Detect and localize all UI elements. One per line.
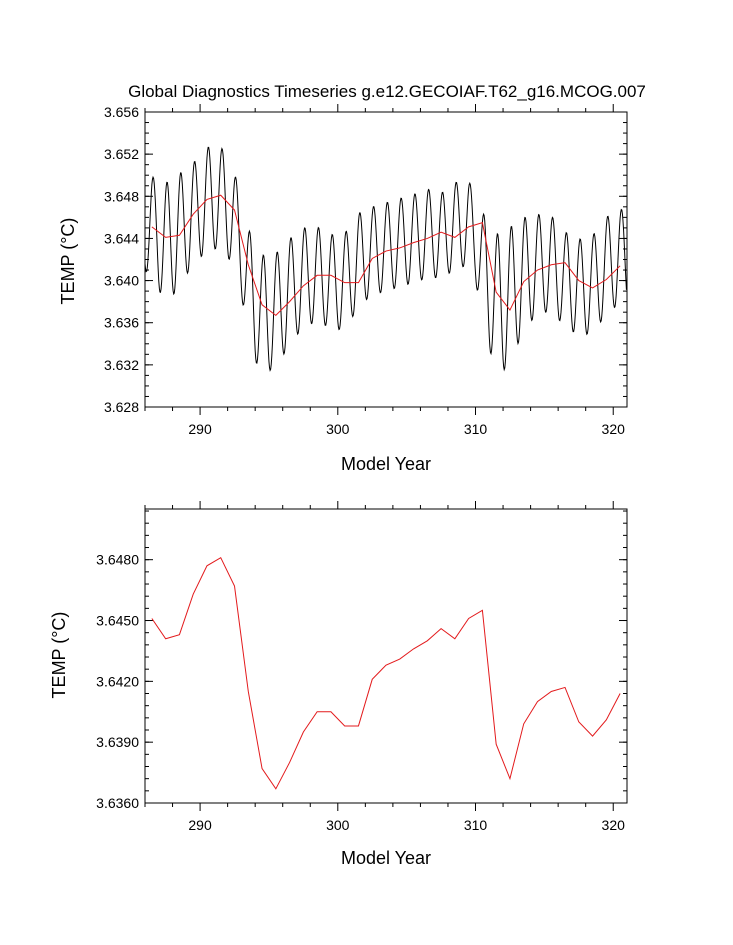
- x-tick-label: 310: [464, 817, 488, 833]
- x-tick-label: 300: [326, 421, 350, 437]
- x-tick-label: 310: [464, 421, 488, 437]
- x-tick-label: 290: [188, 421, 212, 437]
- top-chart-monthly-line: [144, 146, 627, 372]
- y-tick-label: 3.636: [104, 315, 139, 331]
- top-chart-y-axis-title: TEMP (°C): [58, 218, 78, 305]
- top-chart-x-axis-title: Model Year: [341, 454, 431, 474]
- top-chart-plot-frame: [144, 111, 628, 408]
- bottom-chart-x-axis-title: Model Year: [341, 848, 431, 868]
- y-tick-label: 3.6480: [96, 552, 139, 568]
- y-tick-label: 3.652: [104, 146, 139, 162]
- top-chart: Global Diagnostics Timeseries g.e12.GECO…: [58, 82, 646, 474]
- top-chart-annual-line: [151, 194, 621, 317]
- bottom-chart-x-ticks: 290 300 310 320: [144, 501, 626, 833]
- bottom-chart-y-axis-title: TEMP (°C): [49, 612, 69, 699]
- top-chart-y-ticks: 3.628 3.632 3.636 3.640 3.644 3.648 3.652 3.656: [104, 104, 627, 415]
- y-tick-label: 3.6360: [96, 795, 139, 811]
- x-tick-label: 320: [602, 421, 626, 437]
- bottom-chart-plot-frame: [144, 508, 628, 804]
- bottom-chart-annual-line: [151, 556, 621, 790]
- bottom-chart: 3.6360 3.6390 3.6420 3.6450 3.6480 290 300 310…: [49, 501, 628, 868]
- y-tick-label: 3.640: [104, 273, 139, 289]
- x-tick-label: 320: [602, 817, 626, 833]
- bottom-chart-y-ticks: 3.6360 3.6390 3.6420 3.6450 3.6480: [96, 510, 627, 811]
- y-tick-label: 3.632: [104, 357, 139, 373]
- y-tick-label: 3.644: [104, 230, 139, 246]
- y-tick-label: 3.6450: [96, 613, 139, 629]
- x-tick-label: 290: [188, 817, 212, 833]
- y-tick-label: 3.628: [104, 399, 139, 415]
- top-chart-title: Global Diagnostics Timeseries g.e12.GECO…: [128, 82, 646, 101]
- y-tick-label: 3.6420: [96, 673, 139, 689]
- y-tick-label: 3.656: [104, 104, 139, 120]
- x-tick-label: 300: [326, 817, 350, 833]
- y-tick-label: 3.648: [104, 188, 139, 204]
- top-chart-x-ticks: 290 300 310 320: [144, 104, 626, 437]
- y-tick-label: 3.6390: [96, 734, 139, 750]
